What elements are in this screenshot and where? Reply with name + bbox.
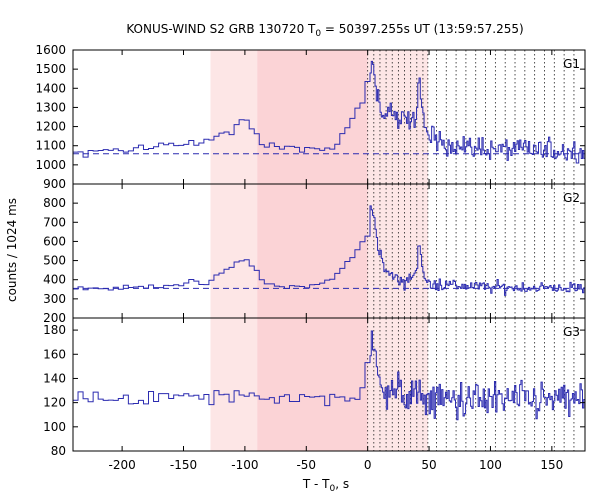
panel-frame [72,317,586,452]
panel-label-g1: G1 [563,57,580,71]
y-tick-label: 1400 [35,81,66,95]
y-tick-label: 600 [43,234,66,248]
y-tick-label: 1500 [35,62,66,76]
x-tick-label: -50 [296,458,316,472]
x-tick-label: 150 [540,458,563,472]
x-tick-label: 50 [421,458,436,472]
y-tick-label: 1000 [35,158,66,172]
panel-label-g3: G3 [563,325,580,339]
y-tick-label: 1600 [35,43,66,57]
plot-area: 9001000110012001300140015001600G12003004… [35,43,586,472]
shaded-region [210,50,258,184]
panel-label-g2: G2 [563,191,580,205]
light-curve-g1 [73,60,585,164]
y-tick-label: 1100 [35,139,66,153]
y-tick-label: 900 [43,177,66,191]
x-tick-label: 100 [479,458,502,472]
shaded-region [257,318,368,451]
y-tick-label: 160 [43,347,66,361]
light-curve-g3 [73,330,585,421]
chart-title: KONUS-WIND S2 GRB 130720 T0 = 50397.255s… [126,22,523,39]
shaded-region [210,184,258,318]
panel-g3: 80 100 120 140 160 180 G3 [43,317,586,458]
x-tick-label: -100 [231,458,258,472]
x-tick-label: 0 [364,458,372,472]
panel-g1: 900 1000 1100 1200 1300 1400 1500 1600 G1 [35,43,586,191]
shaded-region [257,184,368,318]
shaded-region [257,50,368,184]
shaded-region [367,184,428,318]
y-tick-label: 180 [43,323,66,337]
x-tick-label: -200 [108,458,135,472]
x-tick-label: -150 [170,458,197,472]
light-curve-g2 [73,205,585,296]
y-tick-label: 1200 [35,120,66,134]
y-tick-label: 700 [43,215,66,229]
y-axis-title: counts / 1024 ms [5,198,19,302]
y-tick-label: 100 [43,420,66,434]
y-tick-label: 400 [43,273,66,287]
y-tick-label: 80 [51,444,66,458]
y-tick-label: 500 [43,254,66,268]
y-tick-label: 1300 [35,100,66,114]
shaded-region [210,318,258,451]
y-tick-label: 200 [43,311,66,325]
panel-g2: 200 300 400 500 600 700 800 G2 [43,183,586,325]
y-tick-label: 140 [43,371,66,385]
x-axis-title: T - T0, s [302,477,349,494]
y-tick-label: 300 [43,292,66,306]
y-tick-label: 800 [43,196,66,210]
y-tick-label: 120 [43,396,66,410]
